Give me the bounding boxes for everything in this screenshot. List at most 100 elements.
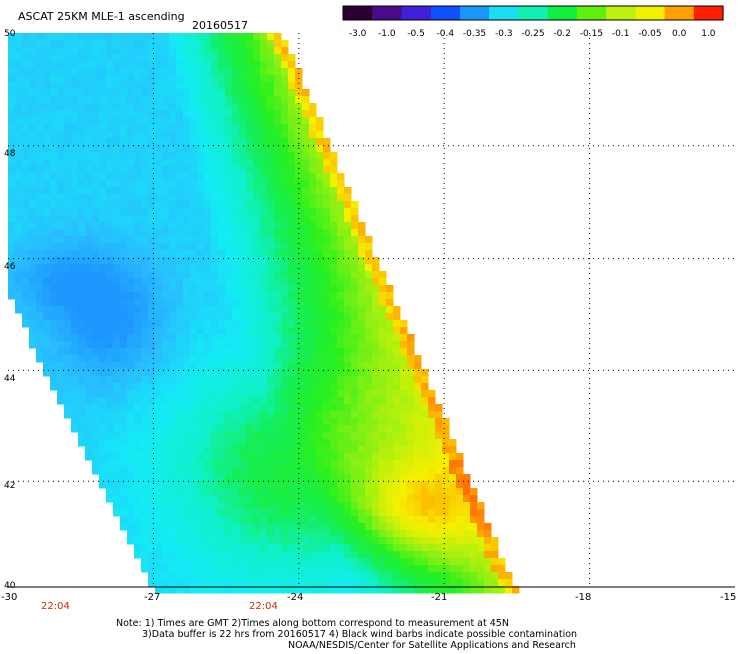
swath-cell xyxy=(344,523,352,531)
swath-cell xyxy=(421,467,429,475)
swath-cell xyxy=(225,292,233,300)
swath-cell xyxy=(183,110,191,118)
swath-cell xyxy=(78,306,86,314)
swath-cell xyxy=(239,271,247,279)
swath-cell xyxy=(141,208,149,216)
swath-cell xyxy=(239,411,247,419)
swath-cell xyxy=(246,453,254,461)
swath-cell xyxy=(127,446,135,454)
swath-cell xyxy=(309,285,317,293)
swath-cell xyxy=(323,481,331,489)
swath-cell xyxy=(71,243,79,251)
swath-cell xyxy=(197,103,205,111)
swath-cell xyxy=(330,201,338,209)
swath-cell xyxy=(295,89,303,97)
swath-cell xyxy=(176,236,184,244)
swath-cell xyxy=(414,411,422,419)
swath-cell xyxy=(414,432,422,440)
swath-cell xyxy=(281,271,289,279)
swath-cell xyxy=(57,75,65,83)
swath-cell xyxy=(295,383,303,391)
swath-cell xyxy=(127,243,135,251)
swath-cell xyxy=(211,117,219,125)
swath-cell xyxy=(92,320,100,328)
swath-cell xyxy=(169,495,177,503)
swath-cell xyxy=(134,40,142,48)
swath-cell xyxy=(288,306,296,314)
swath-cell xyxy=(218,222,226,230)
swath-cell xyxy=(337,376,345,384)
swath-cell xyxy=(148,418,156,426)
swath-cell xyxy=(316,488,324,496)
swath-cell xyxy=(239,404,247,412)
swath-cell xyxy=(260,278,268,286)
swath-cell xyxy=(8,271,16,279)
swath-cell xyxy=(197,33,205,41)
swath-cell xyxy=(421,523,429,531)
swath-cell xyxy=(260,383,268,391)
swath-cell xyxy=(155,194,163,202)
swath-cell xyxy=(197,369,205,377)
swath-cell xyxy=(183,348,191,356)
swath-cell xyxy=(456,495,464,503)
swath-cell xyxy=(43,103,51,111)
swath-cell xyxy=(22,243,30,251)
swath-cell xyxy=(15,250,23,258)
swath-cell xyxy=(169,229,177,237)
swath-cell xyxy=(344,397,352,405)
swath-cell xyxy=(274,264,282,272)
swath-cell xyxy=(232,222,240,230)
swath-cell xyxy=(134,334,142,342)
swath-cell xyxy=(148,75,156,83)
swath-cell xyxy=(36,180,44,188)
swath-cell xyxy=(134,495,142,503)
swath-cell xyxy=(99,467,107,475)
swath-cell xyxy=(260,516,268,524)
swath-cell xyxy=(407,579,415,587)
swath-cell xyxy=(323,404,331,412)
swath-cell xyxy=(127,509,135,517)
swath-cell xyxy=(190,47,198,55)
swath-cell xyxy=(162,131,170,139)
swath-cell xyxy=(225,96,233,104)
swath-cell xyxy=(330,530,338,538)
swath-cell xyxy=(64,208,72,216)
swath-cell xyxy=(414,439,422,447)
swath-cell xyxy=(288,54,296,62)
swath-cell xyxy=(15,243,23,251)
swath-cell xyxy=(190,488,198,496)
swath-cell xyxy=(211,348,219,356)
swath-cell xyxy=(407,425,415,433)
swath-cell xyxy=(176,152,184,160)
swath-cell xyxy=(218,446,226,454)
swath-cell xyxy=(351,579,359,587)
swath-cell xyxy=(309,572,317,580)
swath-cell xyxy=(71,145,79,153)
swath-cell xyxy=(15,103,23,111)
swath-cell xyxy=(36,278,44,286)
swath-cell xyxy=(302,425,310,433)
swath-cell xyxy=(323,509,331,517)
swath-cell xyxy=(267,40,275,48)
swath-cell xyxy=(211,439,219,447)
swath-cell xyxy=(29,257,37,265)
swath-cell xyxy=(113,369,121,377)
swath-cell xyxy=(295,474,303,482)
swath-cell xyxy=(211,488,219,496)
swath-cell xyxy=(316,432,324,440)
swath-cell xyxy=(85,145,93,153)
swath-cell xyxy=(449,572,457,580)
swath-cell xyxy=(260,40,268,48)
swath-cell xyxy=(344,411,352,419)
swath-cell xyxy=(78,390,86,398)
swath-cell xyxy=(92,285,100,293)
swath-cell xyxy=(358,229,366,237)
swath-cell xyxy=(113,502,121,510)
swath-cell xyxy=(92,180,100,188)
swath-cell xyxy=(225,299,233,307)
swath-cell xyxy=(211,453,219,461)
swath-cell xyxy=(85,250,93,258)
swath-cell xyxy=(239,334,247,342)
swath-cell xyxy=(225,117,233,125)
swath-cell xyxy=(288,537,296,545)
